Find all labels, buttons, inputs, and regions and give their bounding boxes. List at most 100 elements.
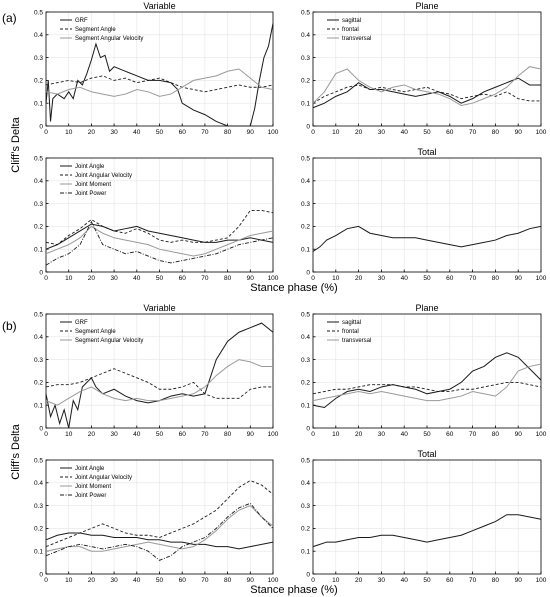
panel-2-series-3-line (312, 66, 542, 107)
panel-1-y-tick-label: 0.5 (34, 9, 43, 16)
panel-7-y-tick-label: 0.1 (34, 549, 43, 556)
panel-3-series-1-line (45, 223, 274, 250)
panel-7-x-tick-label: 30 (110, 577, 118, 584)
panel-8-x-tick-label: 20 (355, 577, 363, 584)
panel-5-x-tick-label: 40 (133, 431, 141, 438)
panel-1-y-tick-label: 0.2 (34, 78, 43, 85)
panel-2-x-tick-label: 40 (401, 129, 409, 136)
panel-7-x-tick-label: 10 (65, 577, 73, 584)
panel-8-x-tick-label: 70 (469, 577, 477, 584)
panel-7-y-tick-label: 0.3 (34, 503, 43, 510)
panel-3-y-tick-label: 0.4 (34, 178, 43, 185)
panel-8-x-tick-label: 40 (401, 577, 409, 584)
panel-6-legend-label-1: sagittal (342, 320, 361, 326)
panel-5-y-tick-label: 0.3 (34, 357, 43, 364)
panel-8-y-tick-label: 0 (306, 571, 310, 578)
panel-3-y-tick-label: 0.3 (34, 201, 43, 208)
panel-4-y-tick-label: 0.4 (301, 178, 310, 185)
panel-3-x-tick-label: 60 (179, 275, 187, 282)
panel-8-title: Total (417, 449, 436, 459)
panel-6-x-tick-label: 40 (401, 431, 409, 438)
panel-6-legend-label-2: frontal (342, 329, 359, 335)
panel-7-x-tick-label: 70 (201, 577, 209, 584)
panel-6-y-tick-label: 0 (306, 425, 310, 432)
panel-7-x-tick-label: 40 (133, 577, 141, 584)
section-label-a: (a) (2, 11, 17, 25)
panel-4-title: Total (417, 147, 436, 157)
panel-5-legend-label-2: Segment Angle (75, 329, 116, 335)
panel-4-x-tick-label: 20 (355, 275, 363, 282)
panel-1-x-tick-label: 80 (224, 129, 232, 136)
panel-2-series-2-line (312, 84, 541, 104)
panel-5-x-tick-label: 70 (201, 431, 209, 438)
x-axis-label-b: Stance phase (%) (250, 584, 337, 596)
panel-2-x-tick-label: 60 (446, 129, 454, 136)
panel-2-x-tick-label: 70 (469, 129, 477, 136)
panel-1-y-tick-label: 0.3 (34, 55, 43, 62)
panel-1-x-tick-label: 50 (156, 129, 164, 136)
panel-7-series-2-line (45, 480, 274, 548)
panel-4-y-tick-label: 0.1 (301, 247, 310, 254)
panel-7-y-tick-label: 0 (39, 571, 43, 578)
panel-6-y-tick-label: 0.1 (301, 403, 310, 410)
panel-5-x-tick-label: 50 (156, 431, 164, 438)
panel-7-x-tick-label: 90 (247, 577, 255, 584)
panel-7-x-tick-label: 0 (44, 577, 48, 584)
panel-7-legend-label-4: Joint Power (75, 493, 106, 499)
x-axis-label-a: Stance phase (%) (250, 282, 337, 294)
panel-1-x-tick-label: 90 (247, 129, 255, 136)
panel-5-series-2-line (45, 368, 273, 399)
panel-4-x-tick-label: 10 (332, 275, 340, 282)
panel-4-x-tick-label: 50 (423, 275, 431, 282)
panel-1-x-tick-label: 40 (133, 129, 141, 136)
panel-2-x-tick-label: 0 (311, 129, 315, 136)
panel-6-x-tick-label: 100 (536, 431, 547, 438)
panel-1-y-tick-label: 0 (39, 123, 43, 130)
panel-2-y-tick-label: 0.1 (301, 101, 310, 108)
panel-3-x-tick-label: 30 (110, 275, 118, 282)
panel-2-y-tick-label: 0.2 (301, 78, 310, 85)
panel-3-x-tick-label: 10 (65, 275, 73, 282)
panel-5-x-tick-label: 30 (110, 431, 118, 438)
panel-4-series-1-line (312, 225, 542, 252)
panel-6-y-tick-label: 0.5 (301, 311, 310, 318)
panel-2-x-tick-label: 90 (515, 129, 523, 136)
panel-3-x-tick-label: 40 (133, 275, 141, 282)
panel-7-series-1-line (45, 532, 274, 550)
panel-5-legend-label-1: GRF (75, 320, 88, 326)
panel-7-series-4-line (45, 502, 274, 561)
panel-3-legend-label-2: Joint Angular Velocity (75, 173, 132, 179)
panel-1-y-tick-label: 0.1 (34, 101, 43, 108)
panel-1-series-2-line (45, 75, 274, 93)
panel-5-x-tick-label: 10 (65, 431, 73, 438)
panel-2-legend-label-3: transversal (342, 36, 371, 42)
panel-6-y-tick-label: 0.3 (301, 357, 310, 364)
panel-7-x-tick-label: 80 (224, 577, 232, 584)
panel-5-x-tick-label: 100 (268, 431, 279, 438)
panel-5-y-tick-label: 0.4 (34, 334, 43, 341)
panel-7-x-tick-label: 100 (268, 577, 279, 584)
panel-6-x-tick-label: 70 (469, 431, 477, 438)
panel-2-y-tick-label: 0.5 (301, 9, 310, 16)
panel-1-x-tick-label: 10 (65, 129, 73, 136)
panel-4-y-tick-label: 0.3 (301, 201, 310, 208)
panel-7-x-tick-label: 60 (179, 577, 187, 584)
panel-8-x-tick-label: 80 (492, 577, 500, 584)
panel-3-y-tick-label: 0.2 (34, 224, 43, 231)
panel-1-x-tick-label: 70 (201, 129, 209, 136)
panel-2-title: Plane (415, 1, 438, 11)
panel-5-series-1-line (45, 322, 274, 429)
panel-5-x-tick-label: 0 (44, 431, 48, 438)
panel-3-legend-label-1: Joint Angle (75, 164, 105, 170)
panel-4-y-tick-label: 0 (306, 269, 310, 276)
panel-4-x-tick-label: 100 (536, 275, 547, 282)
panel-6-x-tick-label: 80 (492, 431, 500, 438)
panel-1-series-3-line (45, 68, 274, 97)
panel-4-x-tick-label: 60 (446, 275, 454, 282)
panel-3-x-tick-label: 0 (44, 275, 48, 282)
panel-3-x-tick-label: 70 (201, 275, 209, 282)
panel-1-x-tick-label: 0 (44, 129, 48, 136)
panel-3-legend-label-3: Joint Moment (75, 182, 111, 188)
panel-6-legend-label-3: transversal (342, 338, 371, 344)
